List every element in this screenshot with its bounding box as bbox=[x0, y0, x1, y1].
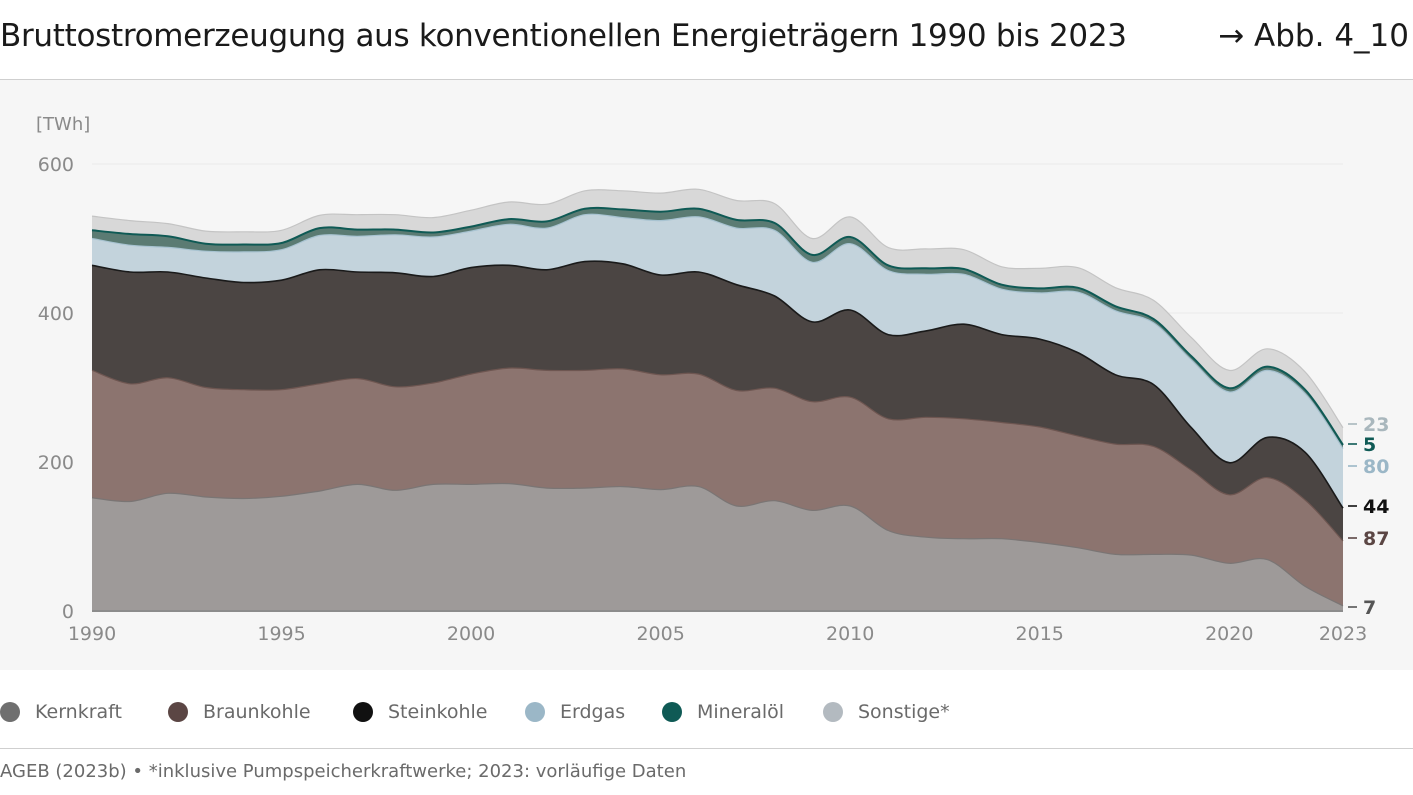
legend-swatch-sonstige bbox=[823, 702, 843, 722]
legend-item-sonstige: Sonstige* bbox=[823, 697, 950, 727]
legend-swatch-erdgas bbox=[525, 702, 545, 722]
line-erdgas bbox=[91, 213, 1344, 449]
x-tick-label-2020: 2020 bbox=[1205, 623, 1253, 645]
line-braunkohle bbox=[91, 367, 1344, 542]
area-chart: 0 200 400 600 [TWh] 1990 1995 2000 2005 2010 2015 2… bbox=[36, 114, 1389, 645]
x-tick-label-2015: 2015 bbox=[1016, 623, 1064, 645]
legend-item-braunkohle: Braunkohle bbox=[168, 697, 311, 727]
x-tick-label-2010: 2010 bbox=[826, 623, 874, 645]
area-steinkohle bbox=[92, 261, 1343, 541]
legend: Kernkraft Braunkohle Steinkohle Erdgas M… bbox=[0, 697, 1413, 727]
area-braunkohle bbox=[92, 368, 1343, 606]
x-tick-label-2005: 2005 bbox=[636, 623, 684, 645]
x-tick-label-2023: 2023 bbox=[1319, 623, 1367, 645]
end-label-mineraloel: 5 bbox=[1363, 434, 1376, 456]
line-kernkraft bbox=[91, 482, 1344, 607]
end-label-steinkohle: 44 bbox=[1363, 496, 1389, 518]
legend-item-kernkraft: Kernkraft bbox=[0, 697, 122, 727]
legend-label-sonstige: Sonstige* bbox=[858, 701, 950, 723]
legend-label-mineraloel: Mineralöl bbox=[697, 701, 785, 723]
y-unit-label: [TWh] bbox=[36, 114, 90, 135]
x-tick-label-1990: 1990 bbox=[68, 623, 116, 645]
end-label-erdgas: 80 bbox=[1363, 456, 1389, 478]
x-tick-label-2000: 2000 bbox=[447, 623, 495, 645]
figure-reference: → Abb. 4_10 bbox=[1218, 18, 1409, 54]
legend-swatch-steinkohle bbox=[353, 702, 373, 722]
area-kernkraft bbox=[92, 483, 1343, 611]
line-steinkohle bbox=[91, 260, 1344, 509]
legend-label-braunkohle: Braunkohle bbox=[203, 701, 311, 723]
y-tick-label-0: 0 bbox=[62, 601, 74, 623]
end-label-kernkraft: 7 bbox=[1363, 597, 1376, 619]
line-mineraloel bbox=[91, 206, 1344, 446]
footer-divider bbox=[0, 748, 1413, 749]
legend-swatch-braunkohle bbox=[168, 702, 188, 722]
header-divider bbox=[0, 79, 1413, 80]
x-tick-label-1995: 1995 bbox=[257, 623, 305, 645]
legend-label-kernkraft: Kernkraft bbox=[35, 701, 122, 723]
line-sonstige bbox=[91, 188, 1344, 429]
legend-item-erdgas: Erdgas bbox=[525, 697, 625, 727]
plot-panel: 0 200 400 600 [TWh] 1990 1995 2000 2005 2010 2015 2… bbox=[0, 80, 1413, 670]
y-tick-label-200: 200 bbox=[38, 452, 74, 474]
legend-swatch-mineraloel bbox=[662, 702, 682, 722]
legend-item-mineraloel: Mineralöl bbox=[662, 697, 784, 727]
y-tick-label-400: 400 bbox=[38, 303, 74, 325]
legend-label-steinkohle: Steinkohle bbox=[388, 701, 488, 723]
header: Bruttostromerzeugung aus konventionellen… bbox=[0, 0, 1413, 79]
chart-title: Bruttostromerzeugung aus konventionellen… bbox=[0, 18, 1127, 54]
legend-label-erdgas: Erdgas bbox=[560, 701, 626, 723]
legend-item-steinkohle: Steinkohle bbox=[353, 697, 487, 727]
end-label-sonstige: 23 bbox=[1363, 414, 1389, 436]
y-tick-label-600: 600 bbox=[38, 154, 74, 176]
source-note: AGEB (2023b) • *inklusive Pumpspeicherkr… bbox=[0, 761, 687, 782]
legend-swatch-kernkraft bbox=[0, 702, 20, 722]
end-label-braunkohle: 87 bbox=[1363, 528, 1389, 550]
